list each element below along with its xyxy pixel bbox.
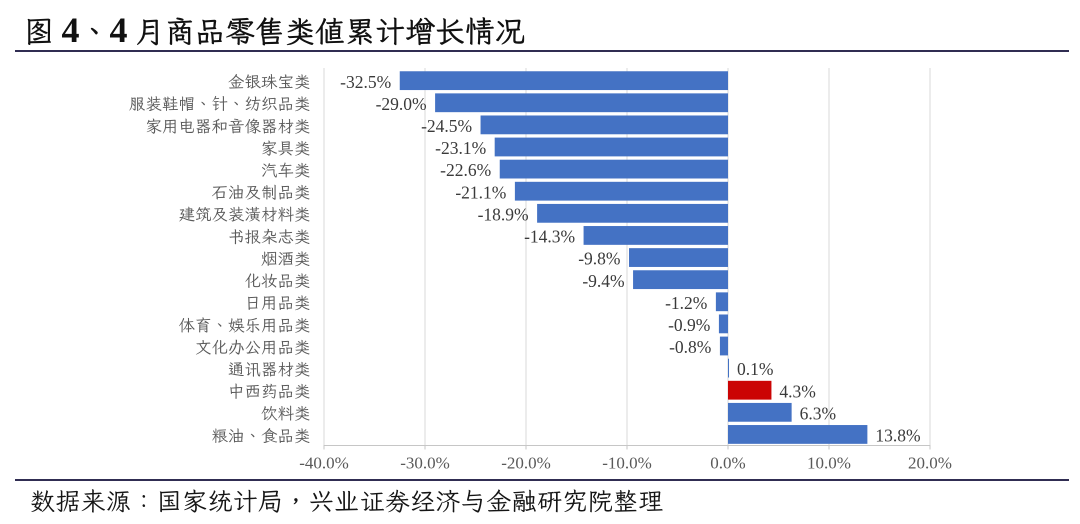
svg-text:家具类: 家具类	[261, 139, 311, 158]
svg-text:粮油、食品类: 粮油、食品类	[212, 426, 311, 445]
svg-text:-9.8%: -9.8%	[578, 249, 620, 269]
svg-text:-29.0%: -29.0%	[376, 94, 427, 114]
svg-text:书报杂志类: 书报杂志类	[228, 227, 311, 246]
svg-text:石油及制品类: 石油及制品类	[212, 183, 311, 202]
svg-text:-40.0%: -40.0%	[299, 454, 349, 473]
svg-text:-22.6%: -22.6%	[440, 160, 491, 180]
svg-text:4.3%: 4.3%	[779, 381, 815, 401]
svg-text:化妆品类: 化妆品类	[245, 272, 311, 291]
svg-text:饮料类: 饮料类	[261, 404, 311, 423]
svg-text:-21.1%: -21.1%	[455, 182, 506, 202]
svg-text:体育、娱乐用品类: 体育、娱乐用品类	[179, 316, 311, 335]
svg-text:烟酒类: 烟酒类	[261, 249, 311, 268]
svg-text:汽车类: 汽车类	[261, 161, 311, 180]
svg-text:-20.0%: -20.0%	[501, 454, 551, 473]
svg-text:0.1%: 0.1%	[737, 359, 773, 379]
svg-text:金银珠宝类: 金银珠宝类	[228, 73, 311, 92]
svg-text:-23.1%: -23.1%	[435, 138, 486, 158]
svg-text:0.0%: 0.0%	[710, 454, 745, 473]
svg-text:-0.8%: -0.8%	[669, 337, 711, 357]
svg-text:6.3%: 6.3%	[800, 403, 836, 423]
svg-text:-1.2%: -1.2%	[665, 293, 707, 313]
svg-text:文化办公用品类: 文化办公用品类	[195, 338, 311, 357]
svg-text:服装鞋帽、针、纺织品类: 服装鞋帽、针、纺织品类	[129, 95, 311, 114]
svg-text:日用品类: 日用品类	[245, 294, 311, 313]
svg-text:-9.4%: -9.4%	[582, 271, 624, 291]
svg-text:-32.5%: -32.5%	[340, 72, 391, 92]
svg-text:通讯器材类: 通讯器材类	[228, 360, 311, 379]
svg-text:-14.3%: -14.3%	[524, 227, 575, 247]
svg-text:10.0%: 10.0%	[807, 454, 851, 473]
svg-text:-0.9%: -0.9%	[668, 315, 710, 335]
svg-text:中西药品类: 中西药品类	[228, 382, 311, 401]
svg-text:13.8%: 13.8%	[875, 426, 920, 446]
svg-text:建筑及装潢材料类: 建筑及装潢材料类	[179, 205, 311, 224]
svg-text:-30.0%: -30.0%	[400, 454, 450, 473]
svg-text:20.0%: 20.0%	[908, 454, 952, 473]
svg-text:-18.9%: -18.9%	[478, 204, 529, 224]
svg-text:-10.0%: -10.0%	[602, 454, 652, 473]
svg-text:家用电器和音像器材类: 家用电器和音像器材类	[146, 117, 311, 136]
svg-text:-24.5%: -24.5%	[421, 116, 472, 136]
